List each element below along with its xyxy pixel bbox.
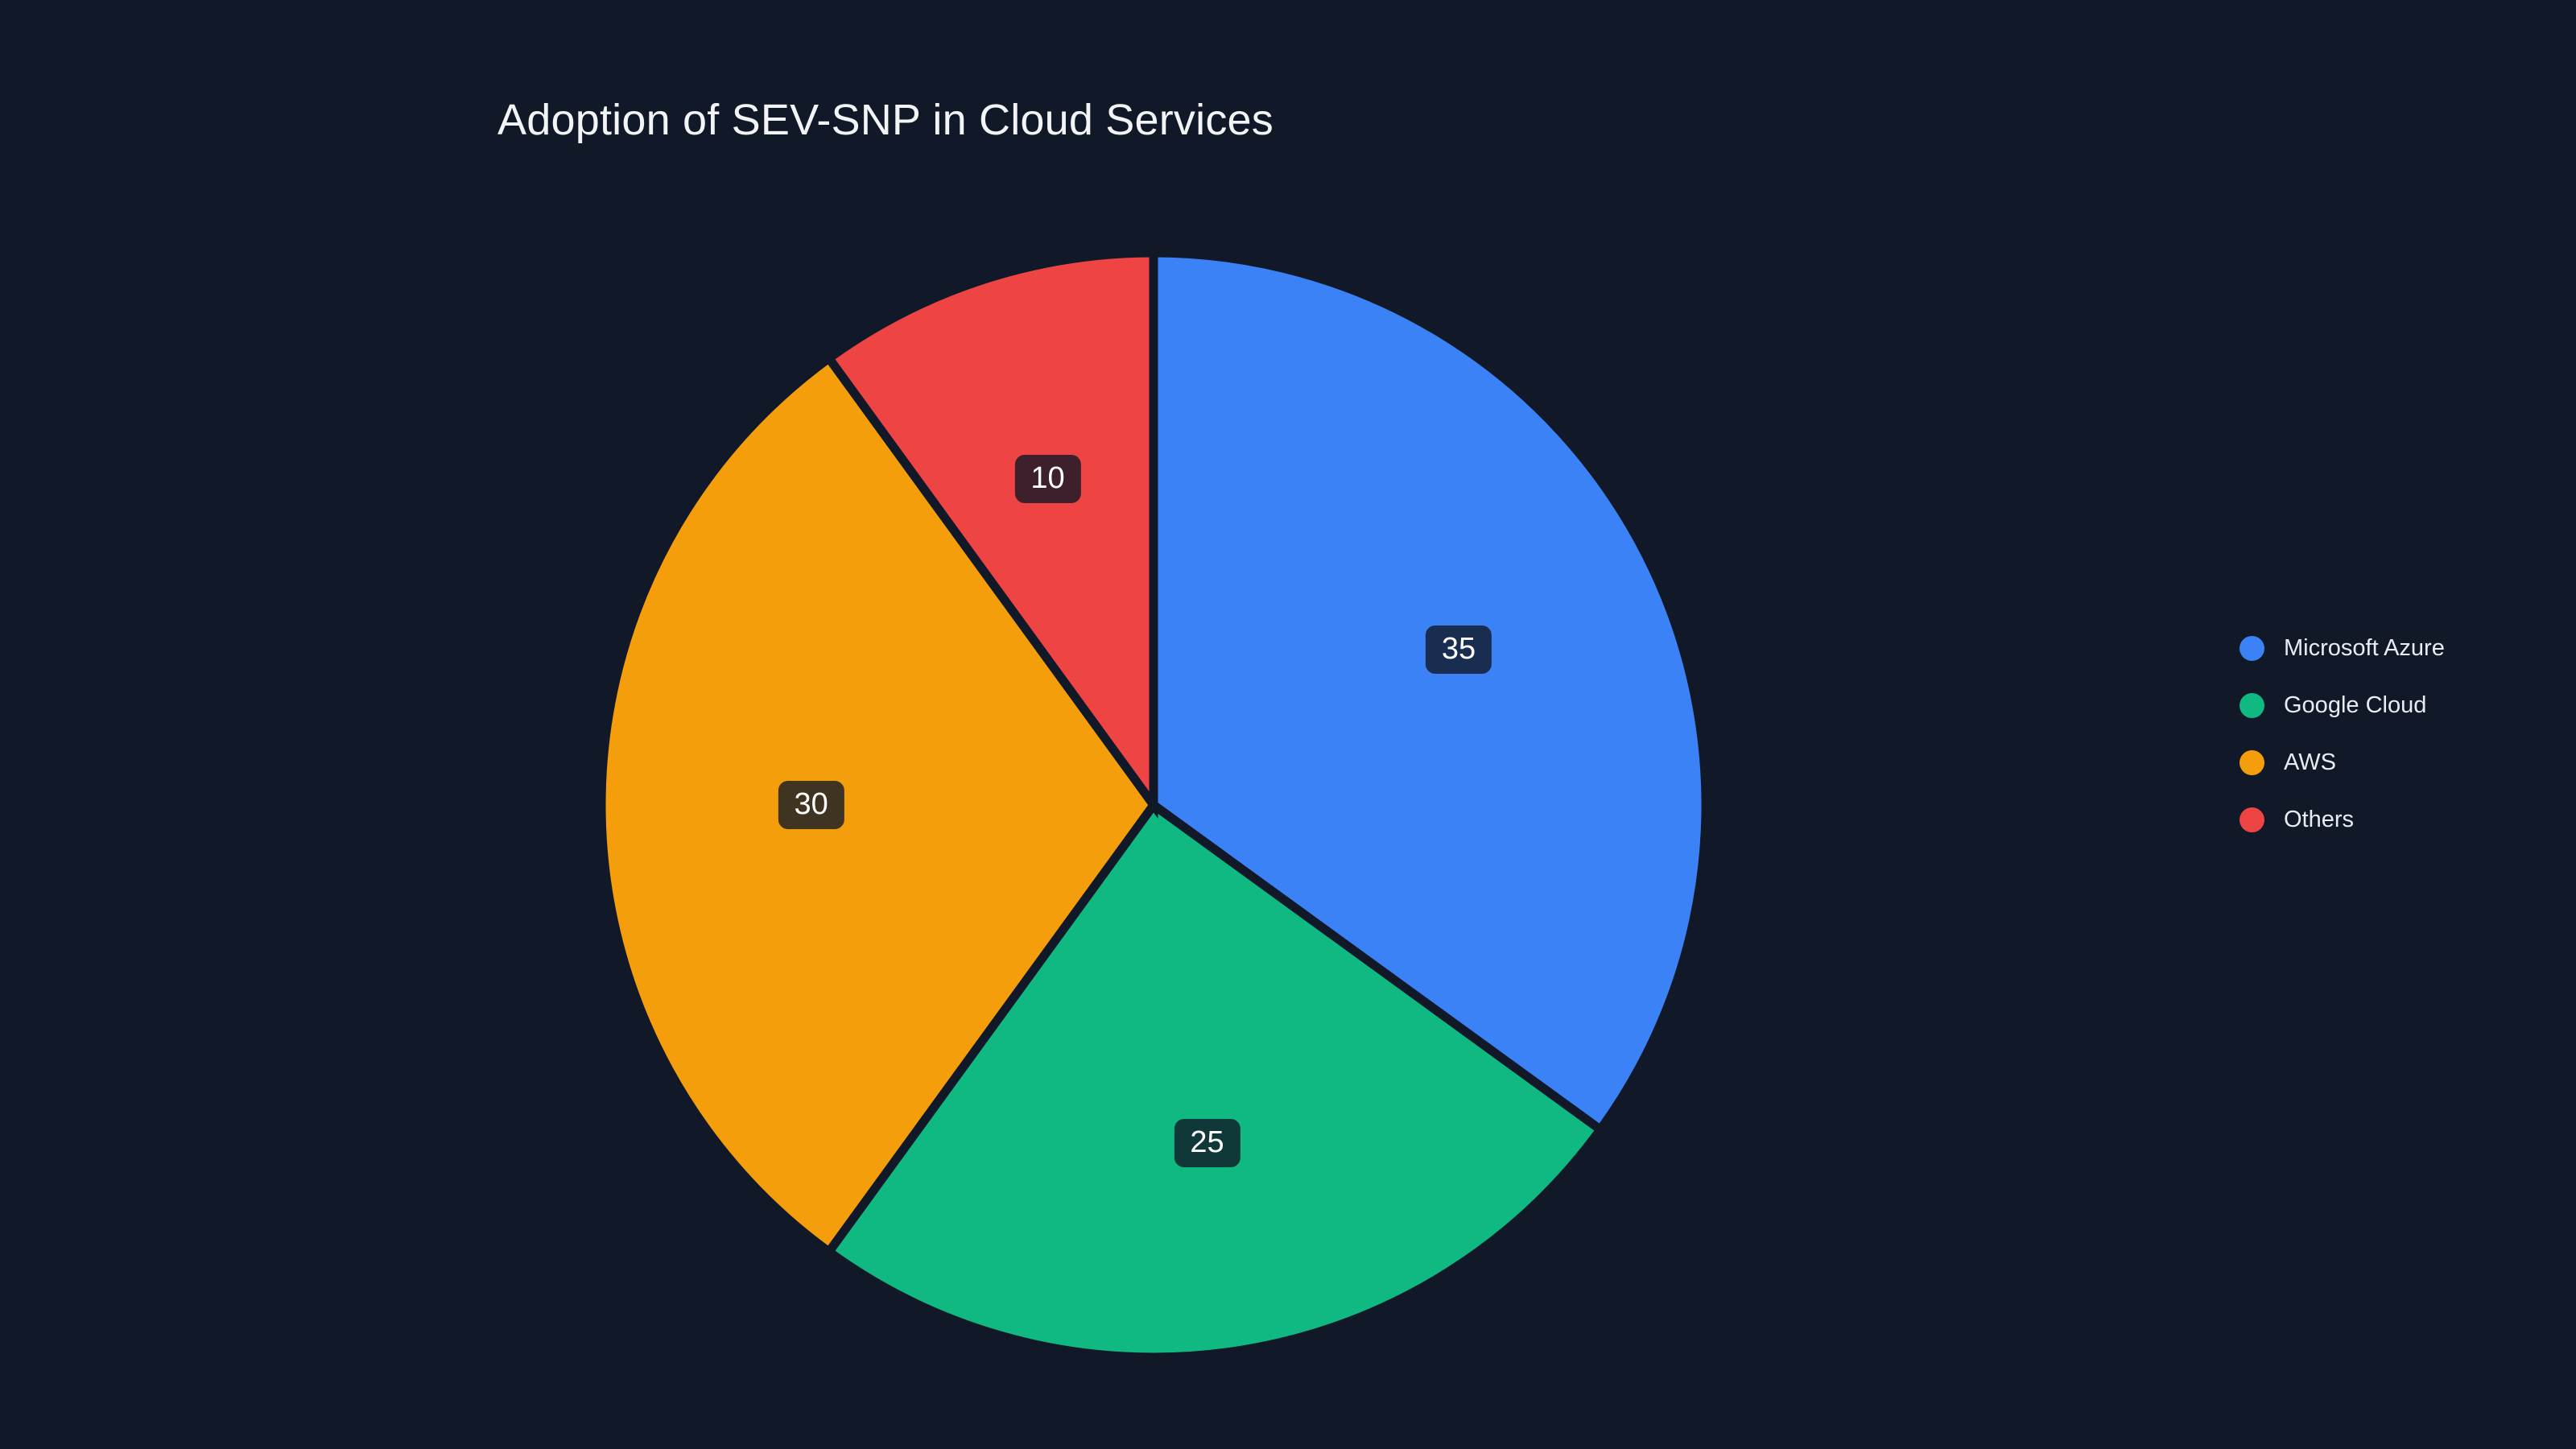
legend-item[interactable]: Microsoft Azure [2240,620,2445,677]
legend-item[interactable]: Google Cloud [2240,677,2445,734]
legend-swatch-icon [2240,636,2264,661]
pie-slice[interactable] [597,352,1159,1258]
legend-item-label: Others [2284,807,2355,832]
pie-slice[interactable] [1149,248,1711,1136]
legend-item-label: Microsoft Azure [2284,635,2445,661]
chart-legend: Microsoft Azure Google Cloud AWS Others [2240,620,2445,848]
pie-slices-group [597,248,1711,1362]
chart-title: Adoption of SEV-SNP in Cloud Services [497,96,1274,144]
legend-swatch-icon [2240,807,2264,832]
legend-item[interactable]: Others [2240,791,2445,848]
legend-item[interactable]: AWS [2240,734,2445,791]
legend-item-label: AWS [2284,749,2336,775]
legend-item-label: Google Cloud [2284,692,2427,718]
slice-value-label: 10 [1014,455,1081,504]
pie-slice[interactable] [823,248,1158,819]
slice-value-label: 30 [778,781,844,829]
slice-value-label: 25 [1174,1119,1241,1168]
legend-swatch-icon [2240,693,2264,718]
pie-slice[interactable] [823,799,1607,1362]
slice-value-label: 35 [1425,625,1492,674]
legend-swatch-icon [2240,750,2264,775]
